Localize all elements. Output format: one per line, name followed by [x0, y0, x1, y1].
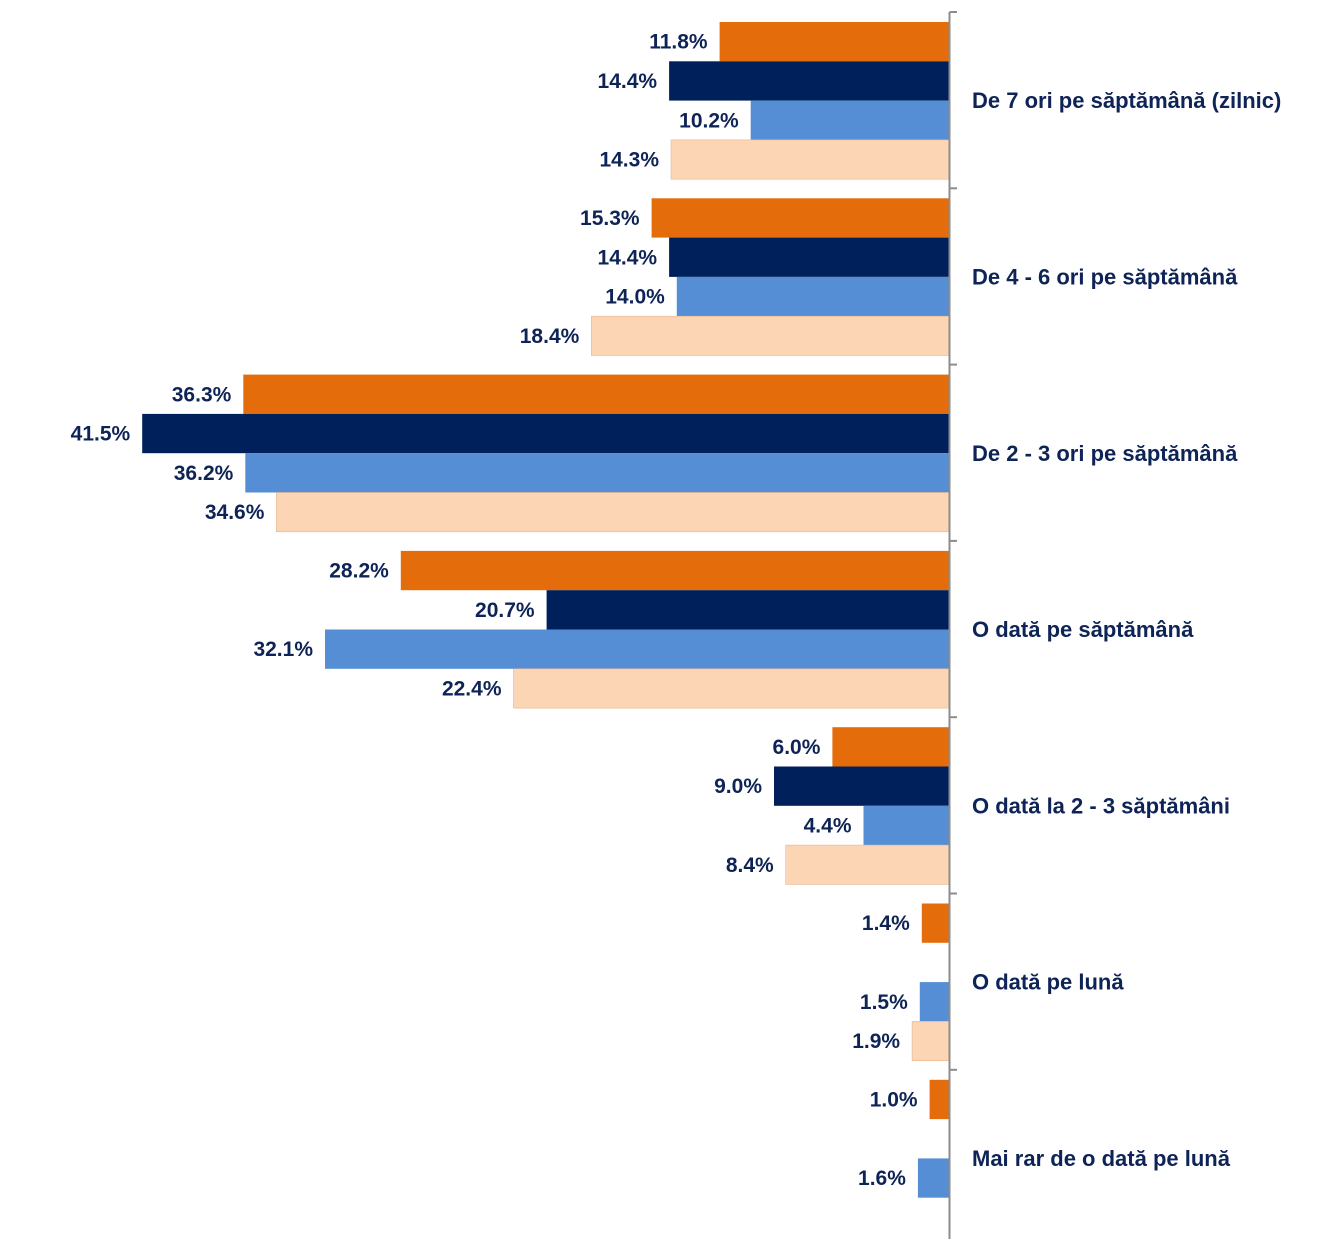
data-label: 4.4%	[804, 815, 852, 838]
data-label: 9.0%	[714, 775, 762, 798]
data-label: 1.0%	[870, 1089, 918, 1112]
data-label: 18.4%	[520, 325, 580, 348]
category-label: De 4 - 6 ori pe săptămână	[972, 265, 1238, 290]
data-label: 36.3%	[172, 383, 232, 406]
data-label: 36.2%	[174, 462, 234, 485]
data-label: 1.6%	[858, 1167, 906, 1190]
bar	[832, 727, 949, 767]
category-label: O dată la 2 - 3 săptămâni	[972, 793, 1230, 818]
bar	[719, 22, 949, 62]
data-label: 14.3%	[599, 149, 659, 172]
bar	[513, 668, 950, 709]
category-labels-group: De 7 ori pe săptămână (zilnic) De 4 - 6 o…	[972, 88, 1281, 1171]
bar	[590, 315, 950, 356]
category-axis	[948, 11, 957, 1239]
data-label: 14.0%	[605, 286, 665, 309]
category-label: De 7 ori pe săptămână (zilnic)	[972, 88, 1281, 113]
bar	[929, 1079, 949, 1120]
data-label: 10.2%	[679, 109, 739, 132]
data-label: 32.1%	[253, 638, 313, 661]
data-label: 14.4%	[598, 70, 658, 93]
bar	[325, 629, 949, 669]
category-label: De 2 - 3 ori pe săptămână	[972, 441, 1238, 466]
data-label: 41.5%	[71, 423, 131, 446]
bar	[142, 413, 949, 454]
bar	[917, 1158, 949, 1198]
data-label: 11.8%	[649, 31, 708, 54]
data-label: 15.3%	[580, 207, 640, 230]
data-label: 20.7%	[475, 599, 535, 622]
bar	[651, 198, 949, 238]
bar	[669, 237, 949, 277]
bar	[546, 590, 949, 630]
bar	[774, 766, 949, 806]
data-label: 6.0%	[773, 736, 821, 759]
data-label: 1.5%	[860, 991, 908, 1014]
bar	[670, 139, 950, 180]
data-label: 1.4%	[862, 912, 910, 935]
bar	[276, 492, 950, 533]
data-label: 22.4%	[442, 678, 502, 701]
bar	[676, 276, 949, 317]
data-label: 1.9%	[852, 1030, 900, 1053]
data-label: 8.4%	[726, 854, 774, 877]
bar	[785, 844, 950, 885]
category-label: O dată pe lună	[972, 970, 1124, 995]
data-label: 14.4%	[598, 246, 658, 269]
bar	[750, 100, 949, 140]
bars-group	[142, 22, 950, 1198]
data-labels-group: 11.8% 14.4% 10.2% 14.3% 15.3% 14.4% 14.0% 18.4%…	[71, 31, 918, 1190]
bar	[911, 1021, 950, 1062]
bar	[919, 982, 949, 1022]
bar	[863, 805, 949, 846]
data-label: 28.2%	[329, 560, 389, 583]
bar	[243, 374, 950, 414]
category-label: O dată pe săptămână	[972, 617, 1194, 642]
bar	[669, 61, 949, 101]
bar	[400, 550, 949, 591]
bar	[245, 453, 950, 493]
bar	[921, 903, 949, 943]
data-label: 34.6%	[205, 501, 265, 524]
category-label: Mai rar de o dată pe lună	[972, 1146, 1231, 1171]
